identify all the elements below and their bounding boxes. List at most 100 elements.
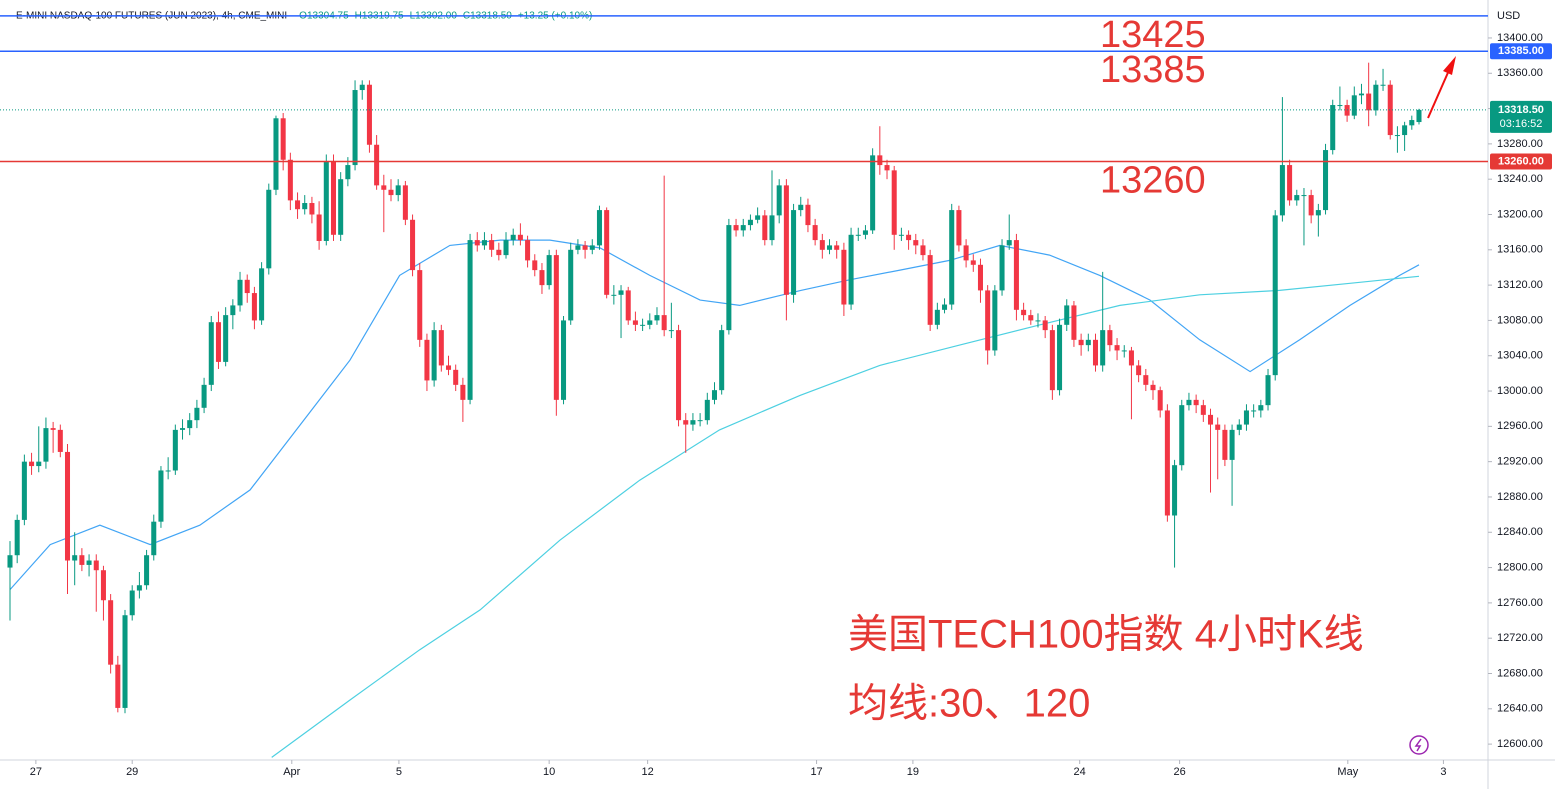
candle-body <box>1373 84 1379 111</box>
candle-body <box>683 420 689 425</box>
candle-body <box>1028 315 1034 321</box>
candle-body <box>1243 410 1249 425</box>
candle-body <box>1323 150 1329 211</box>
candle-body <box>747 219 753 226</box>
candle-body <box>208 322 214 385</box>
candle-body <box>1251 410 1257 412</box>
y-tick-label: 13200.00 <box>1497 208 1543 220</box>
candle-body <box>1064 305 1070 325</box>
candle-body <box>57 429 63 452</box>
candle-body <box>647 320 653 325</box>
candle-body <box>223 315 229 362</box>
candle-body <box>755 215 761 220</box>
candle-body <box>431 330 437 381</box>
candle-body <box>956 210 962 246</box>
x-tick-label: 24 <box>1074 766 1086 778</box>
candle-body <box>1042 320 1048 331</box>
candle-body <box>1222 429 1228 460</box>
currency-label: USD <box>1497 10 1520 22</box>
candle-body <box>1258 405 1264 411</box>
candle-body <box>942 304 948 310</box>
candle-body <box>14 519 20 556</box>
candle-body <box>1272 215 1278 376</box>
candle-body <box>539 270 545 286</box>
candle-body <box>841 249 847 305</box>
candle-body <box>1121 350 1127 352</box>
candle-body <box>733 225 739 231</box>
level-annotation: 13425 <box>1100 14 1206 56</box>
candle-body <box>1294 195 1300 201</box>
candle-body <box>1071 305 1077 340</box>
candle-body <box>862 230 868 235</box>
candle-body <box>424 339 430 381</box>
candle-body <box>1265 375 1271 406</box>
candle-body <box>1107 330 1113 346</box>
candle-body <box>690 420 696 425</box>
candle-body <box>553 255 559 400</box>
candle-body <box>1136 365 1142 376</box>
candle-body <box>467 240 473 400</box>
candle-body <box>194 407 200 421</box>
candle-body <box>165 470 171 472</box>
candle-body <box>158 470 164 522</box>
candle-body <box>21 461 27 520</box>
candle-body <box>654 315 660 321</box>
y-tick-label: 13280.00 <box>1497 138 1543 150</box>
candle-body <box>985 290 991 351</box>
x-tick-label: 3 <box>1440 766 1446 778</box>
candle-body <box>884 165 890 171</box>
candle-body <box>215 322 221 362</box>
candle-body <box>266 189 272 269</box>
candle-body <box>86 560 92 565</box>
candle-body <box>855 234 861 236</box>
candle-body <box>1380 84 1386 86</box>
candle-body <box>517 234 523 241</box>
candle-body <box>589 245 595 250</box>
candle-body <box>50 428 56 430</box>
candle-body <box>1200 405 1206 415</box>
candle-body <box>345 165 351 180</box>
y-tick-label: 12920.00 <box>1497 456 1543 468</box>
candle-body <box>906 234 912 241</box>
candle-body <box>172 429 178 471</box>
candle-body <box>417 270 423 340</box>
price-tag-label: 13385.00 <box>1498 45 1544 57</box>
candle-body <box>474 240 480 246</box>
candle-body <box>366 84 372 145</box>
annotation: 均线:30、120 <box>848 682 1090 726</box>
candle-body <box>1035 320 1041 322</box>
x-tick-label: May <box>1337 766 1358 778</box>
candle-body <box>100 570 106 601</box>
candle-body <box>187 420 193 429</box>
candle-body <box>108 600 114 665</box>
candle-body <box>1078 339 1084 346</box>
x-tick-label: 5 <box>396 766 402 778</box>
candle-body <box>776 185 782 216</box>
candle-body <box>575 245 581 250</box>
candle-body <box>1092 339 1099 366</box>
candle-body <box>395 185 401 196</box>
candle-body <box>618 290 624 295</box>
candle-body <box>870 155 876 231</box>
candle-body <box>819 240 825 250</box>
candle-body <box>323 161 329 241</box>
candle-body <box>1172 465 1178 516</box>
candle-body <box>676 330 682 421</box>
y-tick-label: 13400.00 <box>1497 32 1543 44</box>
candle-body <box>999 245 1005 291</box>
candle-body <box>36 461 42 467</box>
candle-body <box>72 555 78 561</box>
candle-body <box>295 200 301 210</box>
y-tick-label: 13160.00 <box>1497 244 1543 256</box>
candle-body <box>1193 399 1199 406</box>
candle-body <box>898 234 904 236</box>
candle-body <box>374 144 380 186</box>
candle-body <box>122 615 128 708</box>
candle-body <box>503 240 509 256</box>
candle-body <box>1215 424 1221 430</box>
candle-body <box>625 290 631 321</box>
y-tick-label: 12680.00 <box>1497 667 1543 679</box>
moving-average <box>9 239 1420 590</box>
candle-body <box>402 185 408 220</box>
candle-body <box>79 555 85 565</box>
